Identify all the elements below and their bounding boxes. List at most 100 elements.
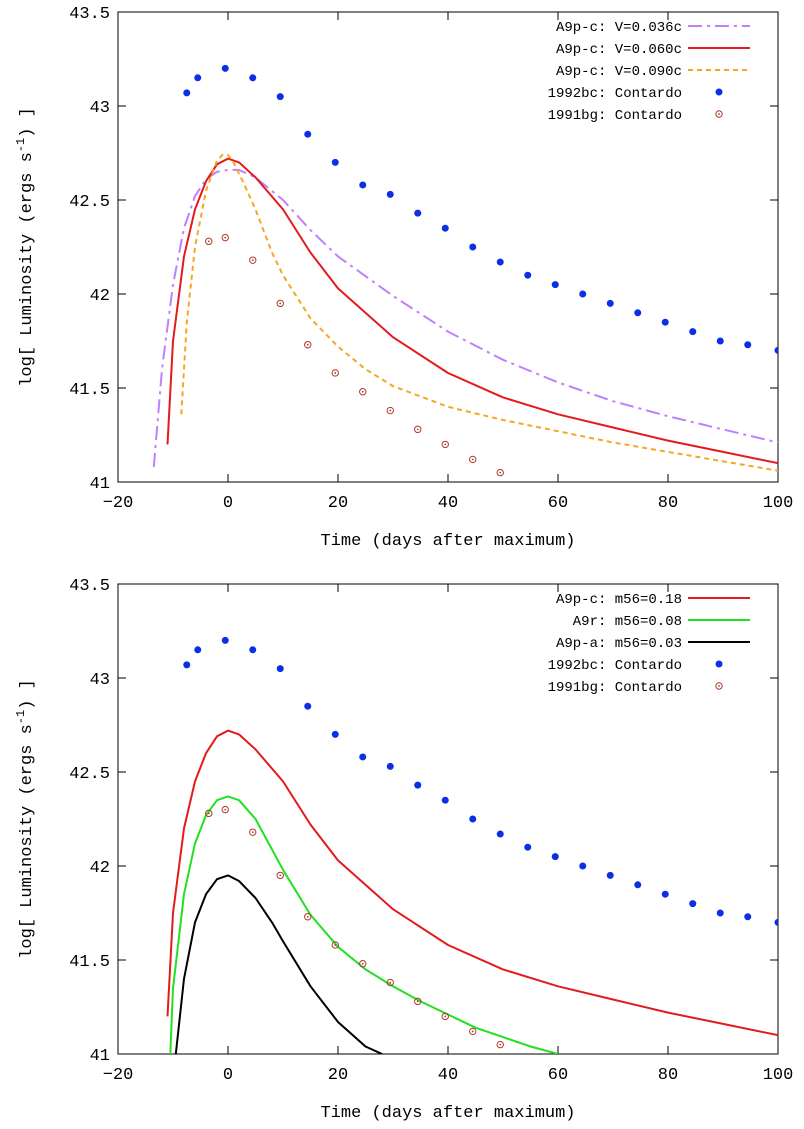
data-point-4 <box>194 646 202 654</box>
x-axis-title: Time (days after maximum) <box>320 532 575 551</box>
data-point-4 <box>441 796 449 804</box>
data-point-4 <box>276 665 284 673</box>
data-point-center-5 <box>361 390 364 393</box>
legend-swatch-center <box>718 685 720 687</box>
data-point-4 <box>634 309 642 317</box>
data-point-4 <box>183 89 191 97</box>
y-tick-label: 42 <box>90 859 110 878</box>
legend-swatch <box>715 682 723 690</box>
x-axis-title: Time (days after maximum) <box>320 1104 575 1123</box>
series-line-1 <box>152 168 778 468</box>
legend-label: A9p-a: m56=0.03 <box>556 636 682 652</box>
data-point-center-5 <box>224 236 227 239</box>
data-point-4 <box>744 341 752 349</box>
data-point-5 <box>386 978 394 987</box>
data-point-4 <box>579 290 587 298</box>
legend-label: A9p-c: V=0.090c <box>556 64 682 80</box>
plot-area <box>166 636 778 1054</box>
legend-swatch-center <box>718 113 720 115</box>
x-tick-label: 40 <box>438 494 458 513</box>
data-point-4 <box>386 190 394 198</box>
data-point-5 <box>469 455 477 464</box>
x-tick-label: −20 <box>103 1066 134 1085</box>
data-point-center-5 <box>471 458 474 461</box>
data-point-5 <box>249 256 257 264</box>
series-line-2 <box>169 795 559 1054</box>
data-point-center-5 <box>444 1015 447 1018</box>
series-line-1 <box>166 729 778 1037</box>
data-point-center-5 <box>499 1043 502 1046</box>
data-point-5 <box>249 828 257 836</box>
y-axis-title-main: log[ Luminosity (ergs s <box>18 724 37 959</box>
data-point-4 <box>689 900 697 908</box>
data-point-4 <box>276 93 284 101</box>
data-point-5 <box>469 1027 477 1036</box>
data-point-center-5 <box>306 915 309 918</box>
x-tick-label: 100 <box>763 1066 794 1085</box>
data-point-4 <box>221 636 229 644</box>
legend-label: A9p-c: m56=0.18 <box>556 592 682 608</box>
data-point-4 <box>249 74 257 82</box>
legend-swatch <box>715 88 723 96</box>
series-line-2 <box>166 157 778 465</box>
data-point-5 <box>205 237 213 246</box>
y-axis-title-superscript: -1 <box>14 138 28 152</box>
legend-label: 1992bc: Contardo <box>548 86 682 102</box>
data-point-5 <box>221 233 229 242</box>
y-axis-title-tail: ) ] <box>18 107 37 138</box>
data-point-5 <box>496 468 504 477</box>
data-point-4 <box>331 730 339 738</box>
data-point-center-5 <box>279 874 282 877</box>
data-point-4 <box>716 337 724 345</box>
data-point-center-5 <box>389 409 392 412</box>
data-point-5 <box>304 341 312 349</box>
x-tick-label: 40 <box>438 1066 458 1085</box>
chart-panel-2: −20 0 20 40 60 80 100 41 41.5 42 42.5 43 43.5 Time (d… <box>14 577 793 1123</box>
data-point-4 <box>221 64 229 72</box>
series-line-3 <box>180 153 778 472</box>
data-point-5 <box>276 871 284 880</box>
y-axis-title-tail: ) ] <box>18 679 37 710</box>
x-tick-label: 80 <box>658 494 678 513</box>
data-point-4 <box>194 74 202 82</box>
data-point-4 <box>524 843 532 851</box>
y-axis-title: log[ Luminosity (ergs s-1) ] <box>14 679 37 959</box>
data-point-4 <box>304 130 312 138</box>
data-point-4 <box>496 258 504 266</box>
y-tick-label: 43.5 <box>69 577 110 596</box>
data-point-center-5 <box>207 812 210 815</box>
data-point-center-5 <box>279 302 282 305</box>
y-tick-label: 43 <box>90 671 110 690</box>
data-point-4 <box>661 890 669 898</box>
x-tick-label: 60 <box>548 494 568 513</box>
data-point-center-5 <box>499 471 502 474</box>
data-point-center-5 <box>361 962 364 965</box>
data-point-5 <box>304 913 312 921</box>
data-point-center-5 <box>251 259 254 262</box>
data-point-4 <box>634 881 642 889</box>
y-axis-title: log[ Luminosity (ergs s-1) ] <box>14 107 37 387</box>
y-tick-label: 42 <box>90 287 110 306</box>
y-tick-label: 43.5 <box>69 5 110 24</box>
data-point-4 <box>414 781 422 789</box>
x-tick-label: 60 <box>548 1066 568 1085</box>
x-tick-label: −20 <box>103 494 134 513</box>
data-point-4 <box>441 224 449 232</box>
data-point-4 <box>716 909 724 917</box>
x-tick-label: 0 <box>223 1066 233 1085</box>
chart-panel-1: −20 0 20 40 60 80 100 41 41.5 42 42.5 43 43.5 Time (d… <box>14 5 793 551</box>
data-point-4 <box>304 702 312 710</box>
data-point-4 <box>469 815 477 823</box>
legend-label: 1991bg: Contardo <box>548 680 682 696</box>
data-point-center-5 <box>251 831 254 834</box>
legend-label: A9p-c: V=0.060c <box>556 42 682 58</box>
y-tick-label: 41.5 <box>69 381 110 400</box>
data-point-center-5 <box>334 944 337 946</box>
data-point-4 <box>249 646 257 654</box>
data-point-center-5 <box>207 240 210 243</box>
y-tick-label: 41 <box>90 475 110 494</box>
data-point-center-5 <box>444 443 447 446</box>
data-point-4 <box>774 918 778 926</box>
data-point-5 <box>441 1012 449 1021</box>
